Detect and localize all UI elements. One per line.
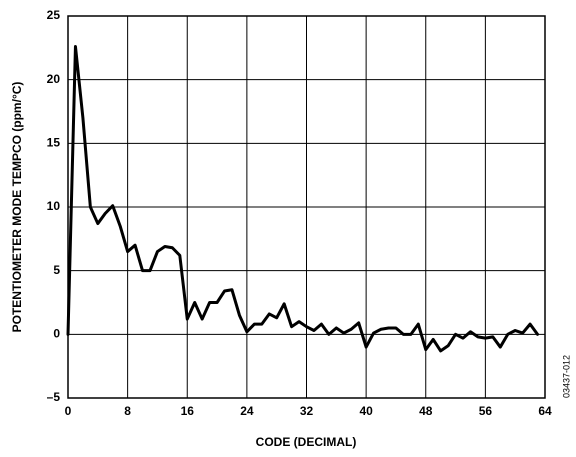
y-tick-label: –5 [47, 390, 61, 404]
x-axis-title: CODE (DECIMAL) [256, 435, 357, 449]
x-tick-label: 24 [240, 404, 254, 418]
y-tick-label: 10 [47, 199, 61, 213]
data-line [66, 45, 540, 353]
figure-code: 03437-012 [561, 355, 571, 398]
x-tick-label: 48 [419, 404, 433, 418]
x-tick-label: 32 [300, 404, 314, 418]
x-tick-label: 16 [181, 404, 195, 418]
y-tick-label: 0 [53, 327, 60, 341]
y-tick-label: 5 [53, 263, 60, 277]
y-tick-label: 25 [47, 8, 61, 22]
x-tick-label: 64 [538, 404, 552, 418]
x-tick-label: 0 [65, 404, 72, 418]
plot-frame [67, 15, 546, 399]
x-tick-label: 8 [124, 404, 131, 418]
x-tick-label: 56 [479, 404, 493, 418]
y-tick-label: 15 [47, 136, 61, 150]
y-tick-label: 20 [47, 72, 61, 86]
y-axis-title: POTENTIOMETER MODE TEMPCO (ppm/°C) [10, 82, 24, 333]
x-tick-label: 40 [359, 404, 373, 418]
